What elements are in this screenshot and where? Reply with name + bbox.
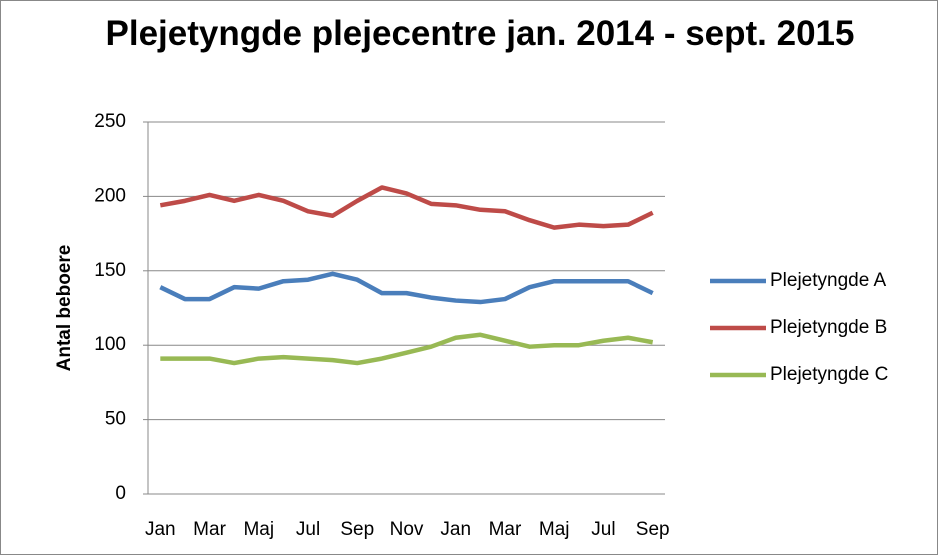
legend-label: Plejetyngde B: [770, 317, 887, 338]
x-tick-label: Jan: [440, 519, 471, 540]
y-tick-label: 100: [94, 334, 126, 355]
y-tick-label: 250: [94, 111, 126, 132]
x-tick-label: Jan: [145, 519, 176, 540]
x-tick-label: Mar: [489, 519, 522, 540]
chart-title: Plejetyngde plejecentre jan. 2014 - sept…: [105, 14, 855, 53]
y-tick-label: 0: [115, 483, 126, 504]
legend-label: Plejetyngde C: [770, 364, 888, 385]
x-tick-label: Sep: [636, 519, 670, 540]
y-tick-label: 200: [94, 185, 126, 206]
x-tick-label: Maj: [539, 519, 570, 540]
x-tick-label: Nov: [390, 519, 424, 540]
y-tick-label: 150: [94, 260, 126, 281]
y-tick-label: 50: [105, 409, 126, 430]
x-tick-label: Mar: [193, 519, 226, 540]
x-tick-label: Jul: [591, 519, 615, 540]
x-tick-label: Jul: [296, 519, 320, 540]
data-line: [159, 271, 654, 305]
y-axis-label: Antal beboere: [54, 245, 75, 372]
x-tick-label: Maj: [243, 519, 274, 540]
data-line: [159, 185, 654, 230]
legend-label: Plejetyngde A: [770, 270, 887, 291]
x-tick-label: Sep: [340, 519, 374, 540]
data-line: [160, 332, 654, 366]
